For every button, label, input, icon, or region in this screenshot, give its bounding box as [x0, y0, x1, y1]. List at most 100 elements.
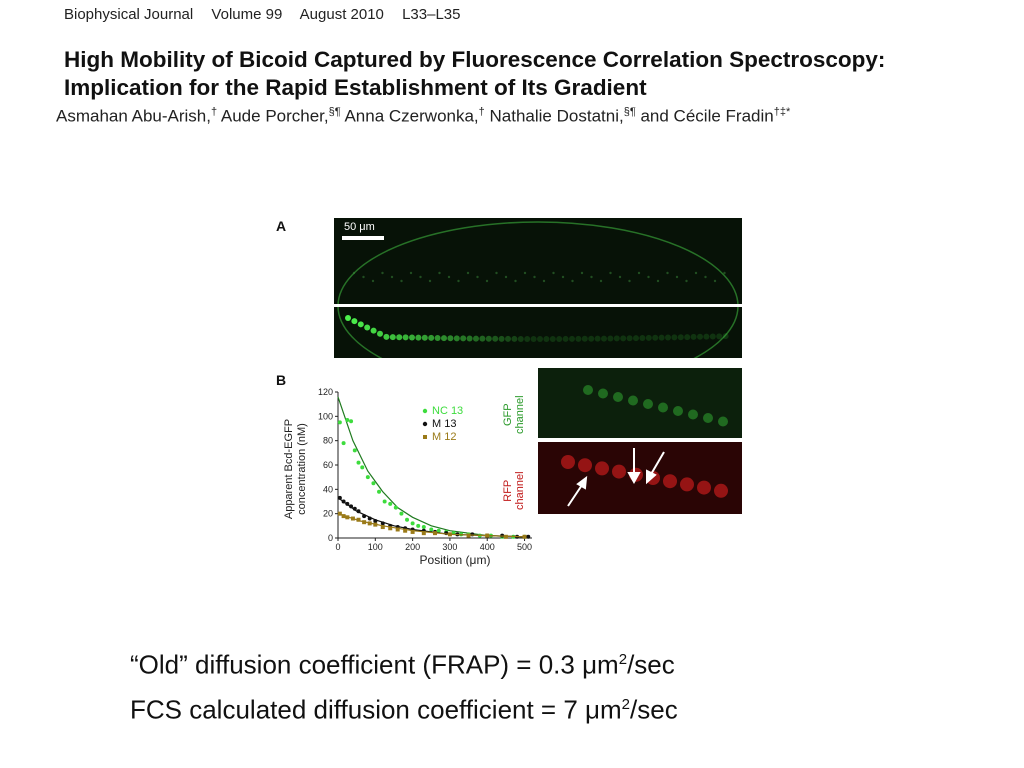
nucleus-dot: [377, 330, 383, 337]
nucleus-dot: [703, 413, 713, 423]
data-point: [403, 528, 408, 533]
nucleus-dot: [647, 275, 650, 279]
nucleus-dot: [613, 392, 623, 402]
x-tick-label: 400: [480, 542, 495, 552]
arrow-icon: [646, 469, 657, 485]
row-label-m13: M 13: [318, 267, 332, 294]
arrow-icon: [627, 472, 641, 485]
rfp-channel-image: [538, 442, 742, 514]
rfp-nuclei: [561, 448, 728, 507]
author-affiliation-mark: §¶: [623, 106, 636, 118]
nucleus-dot: [581, 335, 588, 342]
nucleus-dot: [345, 315, 351, 321]
nucleus-dot: [428, 334, 435, 341]
nucleus-dot: [607, 335, 614, 342]
x-tick-label: 200: [405, 542, 420, 552]
nucleus-dot: [637, 271, 641, 275]
gfp-label-line2: channel: [514, 395, 526, 434]
nucleus-dot: [671, 334, 678, 341]
nucleus-dot: [485, 279, 489, 283]
y-tick-label: 40: [323, 484, 333, 494]
author-name: Aude Porcher,: [220, 106, 329, 126]
diffusion-summary: “Old” diffusion coefficient (FRAP) = 0.3…: [130, 640, 678, 729]
embryo-image: [337, 221, 739, 358]
nucleus-dot: [703, 333, 710, 340]
y-tick-label: 80: [323, 436, 333, 446]
nucleus-dot: [633, 335, 639, 342]
legend-marker: [422, 421, 428, 427]
data-point: [382, 499, 387, 504]
nucleus-dot: [694, 271, 698, 275]
legend-marker: [422, 408, 428, 414]
nucleus-dot: [517, 335, 524, 342]
nucleus-dot: [552, 271, 555, 275]
nucleus-dot: [428, 279, 432, 283]
nucleus-dot: [578, 458, 592, 473]
nucleus-dot: [383, 333, 390, 340]
nucleus-dot: [639, 335, 646, 342]
nucleus-dot: [709, 333, 716, 340]
data-point: [350, 516, 355, 521]
x-tick-label: 100: [368, 542, 383, 552]
nucleus-dot: [511, 335, 518, 342]
data-point: [373, 522, 378, 527]
nucleus-dot: [722, 333, 729, 340]
nucleus-dot: [680, 477, 694, 492]
nucleus-dot: [677, 334, 684, 341]
nucleus-dot: [453, 335, 460, 342]
arrow-icon: [649, 451, 665, 477]
nucleus-dot: [643, 399, 653, 409]
data-point: [377, 489, 382, 494]
data-point: [388, 526, 393, 531]
nucleus-dot: [389, 334, 396, 341]
journal-name: Biophysical Journal: [64, 6, 194, 23]
author-list: Asmahan Abu-Arish,† Aude Porcher,§¶ Anna…: [56, 106, 790, 127]
embryo-micrograph: 50 μm: [334, 218, 742, 358]
nucleus-dot: [514, 279, 517, 283]
legend-marker: [423, 435, 427, 439]
data-point: [410, 529, 415, 534]
data-point: [360, 465, 365, 470]
data-point: [429, 527, 434, 532]
data-point: [395, 527, 400, 532]
author-name: and Cécile Fradin: [640, 106, 774, 126]
nucleus-dot: [370, 327, 377, 334]
data-point: [345, 417, 350, 422]
journal-volume: Volume 99: [211, 6, 283, 23]
data-point: [341, 441, 346, 446]
data-point: [503, 534, 508, 539]
nucleus-dot: [580, 271, 584, 275]
nucleus-dot: [357, 321, 364, 328]
nucleus-dot: [588, 335, 595, 342]
nucleus-dot: [537, 336, 543, 342]
scalebar: [342, 236, 384, 240]
data-point: [421, 531, 426, 536]
nucleus-dot: [390, 275, 394, 279]
data-point: [349, 504, 354, 509]
nucleus-dot: [447, 275, 451, 279]
nucleus-dot: [628, 395, 638, 406]
nucleus-dot: [575, 335, 582, 342]
y-axis-label: concentration (nM): [296, 423, 308, 515]
data-point: [337, 511, 342, 516]
data-point: [341, 514, 346, 519]
fcs-exponent: 2: [621, 695, 631, 713]
nucleus-dot: [688, 409, 698, 420]
data-point: [466, 533, 471, 538]
data-point: [337, 420, 342, 425]
rfp-label-line1: RFP: [502, 479, 514, 502]
data-point: [405, 517, 410, 522]
row-label-nc13: NC 13: [318, 323, 332, 358]
journal-date: August 2010: [299, 6, 384, 23]
nucleus-dot: [549, 335, 556, 342]
data-point: [433, 531, 437, 536]
author-name: Nathalie Dostatni,: [489, 106, 624, 126]
nucleus-dot: [466, 335, 473, 342]
nucleus-dot: [505, 335, 511, 342]
nucleus-dot: [723, 271, 726, 275]
frap-text: “Old” diffusion coefficient (FRAP) = 0.3…: [130, 649, 619, 680]
nucleus-dot: [409, 271, 413, 275]
nucleus-dot: [447, 335, 454, 342]
data-point: [416, 523, 421, 528]
data-point: [393, 505, 398, 510]
